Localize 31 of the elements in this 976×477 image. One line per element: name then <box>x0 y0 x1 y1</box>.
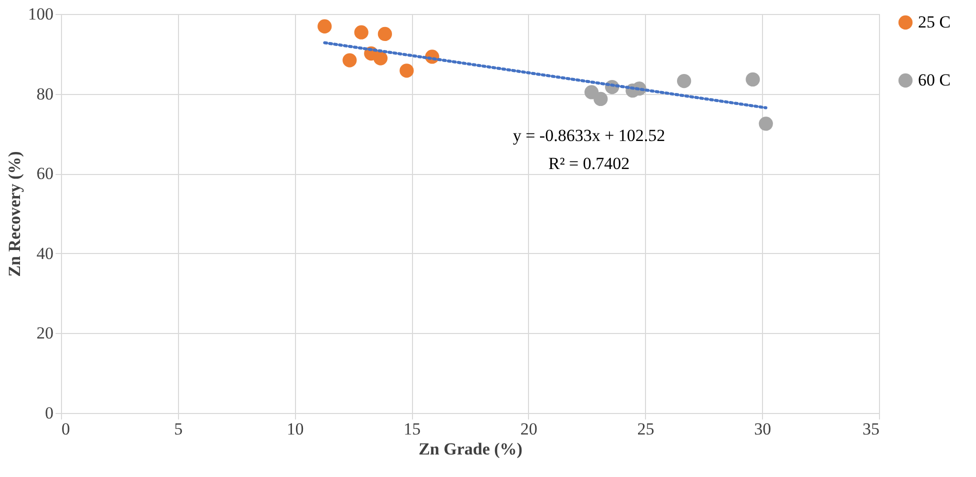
y-tick-label: 20 <box>36 324 54 343</box>
x-tick-label: 0 <box>62 420 70 438</box>
x-tick-label: 30 <box>754 420 772 438</box>
point <box>758 116 773 131</box>
x-tick-label: 20 <box>520 420 538 438</box>
point <box>373 51 388 66</box>
point <box>400 64 414 78</box>
point <box>746 72 760 86</box>
y-tick-label: 80 <box>36 84 54 104</box>
x-tick-label: 15 <box>404 420 421 438</box>
point <box>584 85 599 100</box>
annotation: R² = 0.7402 <box>548 154 630 173</box>
legend-label: 25 C <box>918 12 951 32</box>
x-tick-label: 25 <box>637 420 654 438</box>
y-tick-label: 40 <box>36 244 54 263</box>
y-axis-title: Zn Recovery (%) <box>5 151 24 277</box>
point <box>354 25 368 40</box>
y-tick-label: 60 <box>36 164 54 184</box>
point <box>594 92 608 106</box>
point <box>318 19 332 34</box>
point <box>677 74 692 88</box>
x-tick-label: 35 <box>862 420 880 438</box>
point <box>378 26 392 42</box>
y-tick-label: 0 <box>45 404 54 422</box>
x-tick-label: 10 <box>286 420 304 438</box>
y-tick-label: 100 <box>28 4 54 24</box>
x-tick-label: 5 <box>174 420 183 438</box>
legend-label: 60 C <box>918 70 951 90</box>
point <box>342 53 357 68</box>
x-axis-title: Zn Grade (%) <box>418 440 522 458</box>
annotation: y = -0.8633x + 102.52 <box>512 126 666 145</box>
